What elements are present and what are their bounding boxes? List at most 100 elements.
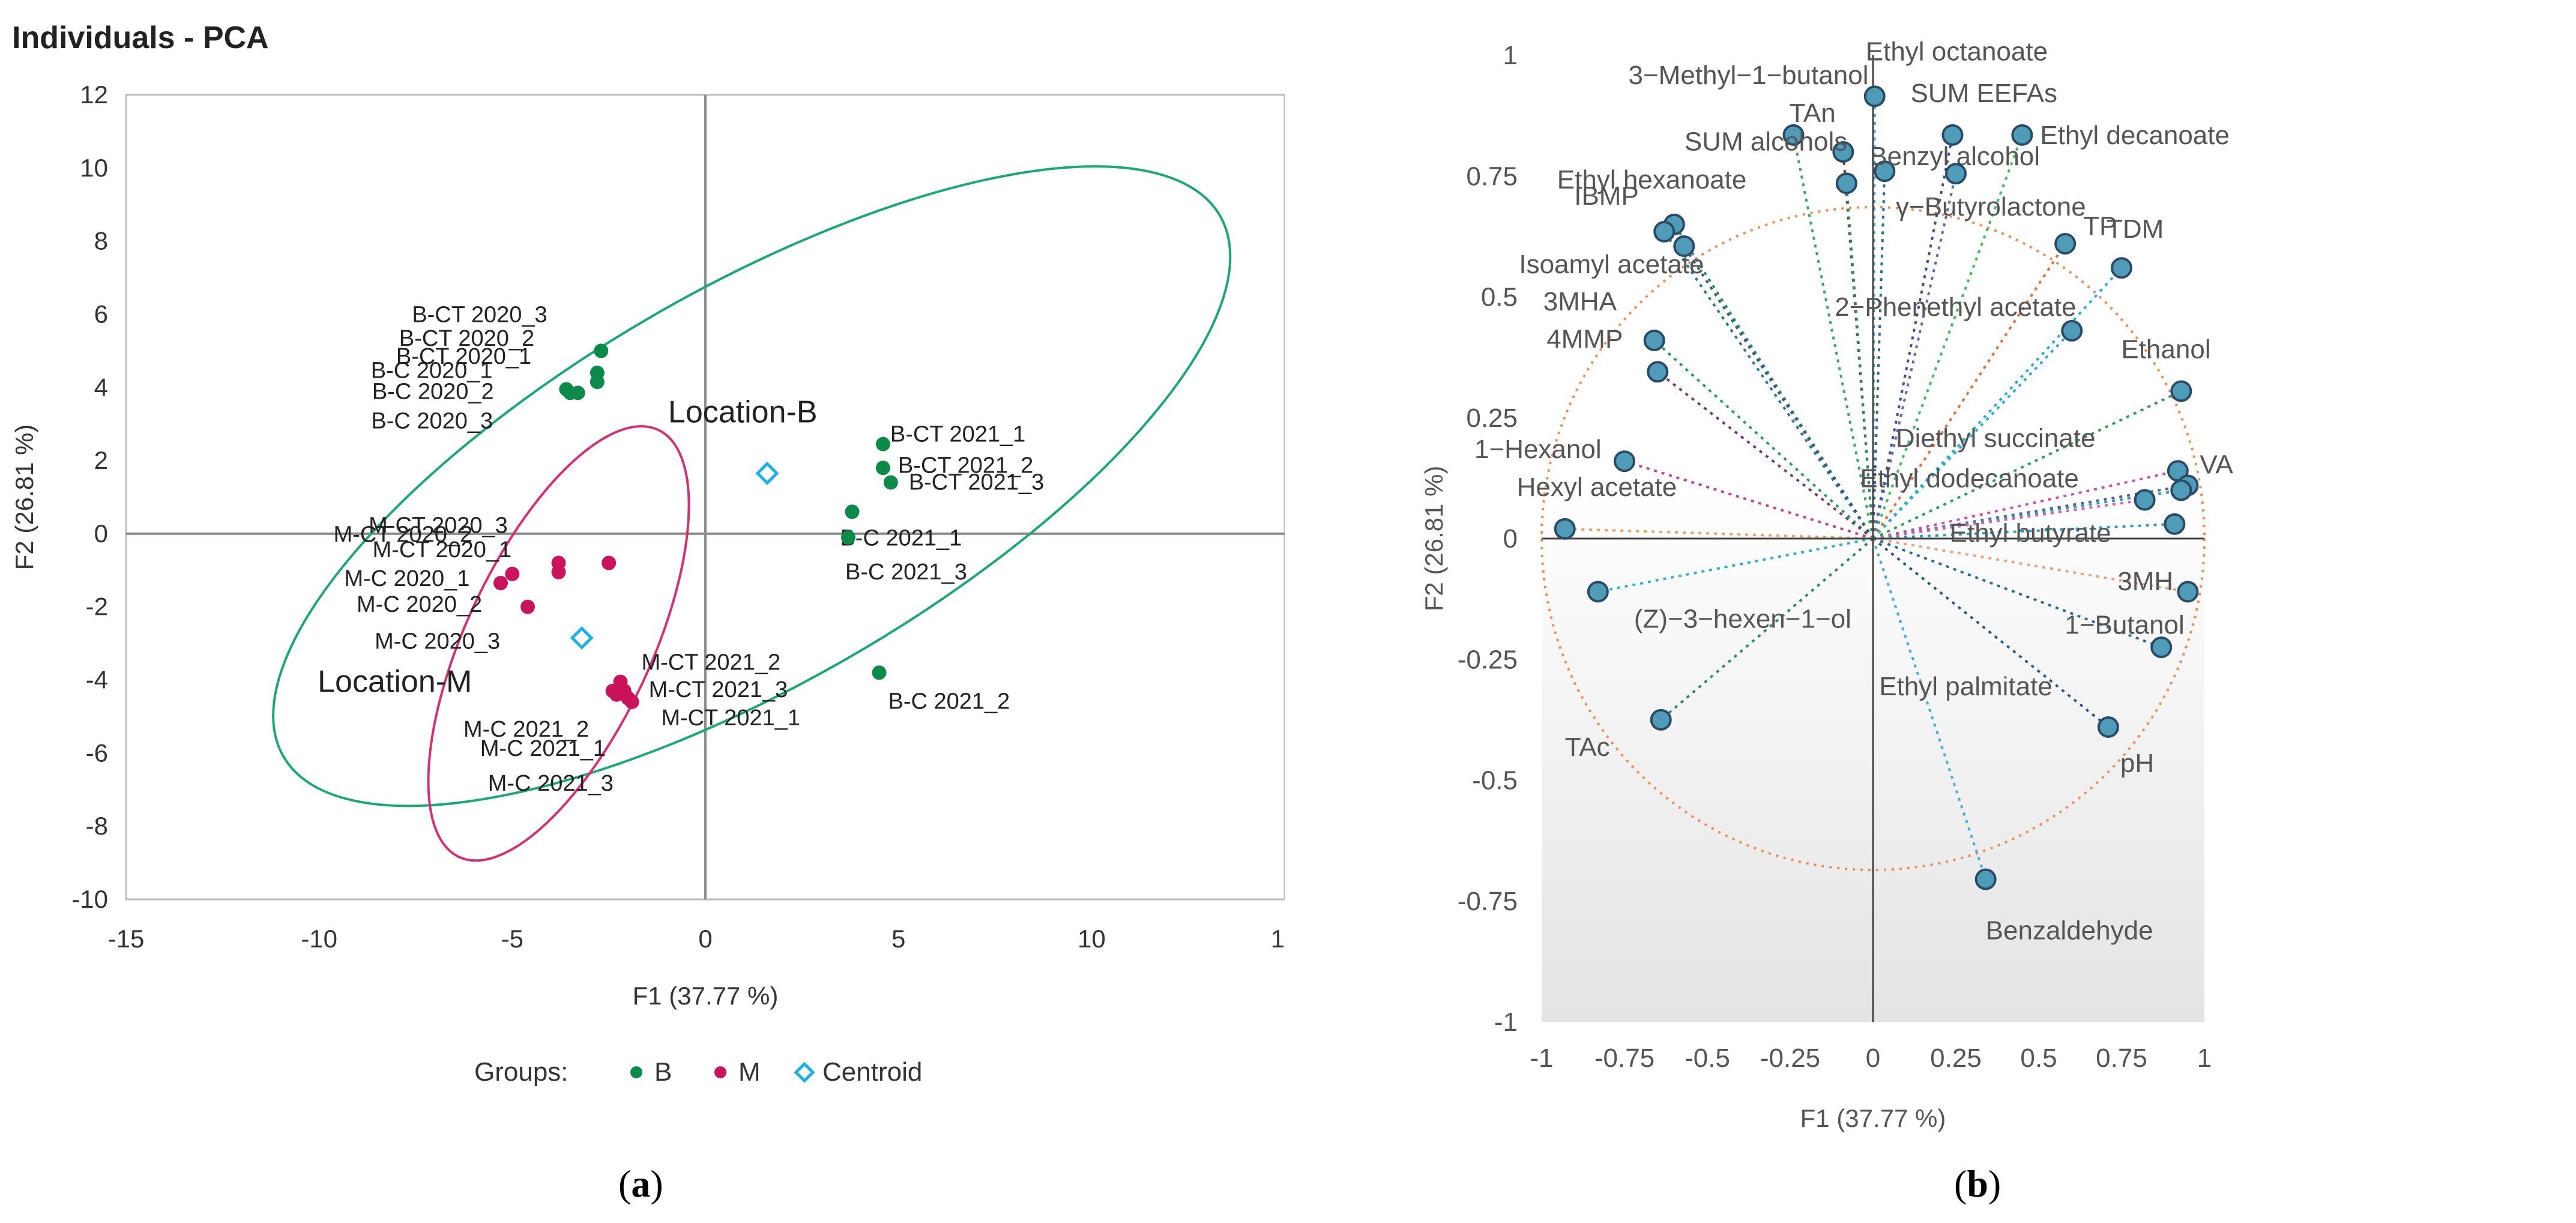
y-tick-label: -1 bbox=[1494, 1007, 1518, 1037]
loading-vector bbox=[1872, 522, 2175, 540]
panel-label-a: (a) bbox=[618, 1162, 663, 1205]
data-point-b bbox=[559, 382, 574, 397]
variable-label: TDM bbox=[2107, 214, 2164, 244]
variable-label: SUM alcohols bbox=[1685, 127, 1847, 156]
point-label: B-C 2020_3 bbox=[371, 408, 493, 433]
centroid-label: Location-M bbox=[318, 665, 472, 699]
variable-point bbox=[1974, 868, 1997, 890]
y-tick-label: -0.5 bbox=[1472, 766, 1518, 796]
centroid-marker bbox=[755, 461, 779, 485]
data-point-b bbox=[845, 504, 860, 519]
variable-point bbox=[1782, 124, 1805, 146]
variable-label: 1−Butanol bbox=[2065, 611, 2184, 640]
x-tick-label: -1 bbox=[1530, 1043, 1553, 1073]
variable-label: 3MH bbox=[2117, 567, 2173, 596]
x-tick-label: 0.25 bbox=[1930, 1043, 1982, 1073]
loading-vector bbox=[1872, 498, 2145, 540]
loading-vector bbox=[1872, 171, 1886, 539]
loading-vector bbox=[1872, 390, 2182, 540]
y-tick-label: 10 bbox=[80, 154, 108, 182]
x-tick-label: 0.5 bbox=[2020, 1043, 2057, 1073]
loading-vector bbox=[1792, 134, 1874, 539]
loading-vector bbox=[1872, 134, 2024, 539]
data-point-m bbox=[505, 566, 520, 581]
data-point-b bbox=[875, 461, 890, 476]
point-label: B-CT 2020_1 bbox=[396, 344, 531, 369]
variable-label: TP bbox=[2083, 211, 2117, 241]
data-point-m bbox=[617, 683, 632, 698]
point-label: B-C 2021_2 bbox=[888, 689, 1010, 714]
loading-vector bbox=[1872, 538, 1987, 880]
variable-point bbox=[2134, 489, 2156, 511]
variable-label: 2−Phenethyl acetate bbox=[1835, 292, 2076, 322]
variable-label: pH bbox=[2120, 749, 2154, 778]
variable-label: 4MMP bbox=[1546, 324, 1623, 354]
point-label: M-CT 2021_2 bbox=[641, 650, 780, 675]
y-tick-label: -6 bbox=[86, 738, 108, 767]
y-tick-label: 2 bbox=[94, 446, 108, 474]
y-tick-label: 8 bbox=[94, 227, 108, 255]
variable-label: 3−Methyl−1−butanol bbox=[1629, 61, 1869, 90]
y-tick-label: 0.75 bbox=[1466, 162, 1518, 191]
variable-point bbox=[1647, 361, 1669, 383]
variable-point bbox=[1650, 708, 1672, 731]
x-tick-label: 1 bbox=[2197, 1043, 2212, 1073]
point-label: B-CT 2020_2 bbox=[399, 326, 534, 351]
variable-point bbox=[1614, 450, 1635, 473]
variable-label: SUM EEFAs bbox=[1910, 79, 2057, 108]
point-label: M-CT 2021_1 bbox=[661, 705, 800, 731]
point-label: M-C 2020_2 bbox=[357, 592, 482, 617]
data-point-m bbox=[493, 576, 508, 591]
variable-label: Hexyl acetate bbox=[1517, 473, 1677, 502]
variable-label: Ethyl octanoate bbox=[1866, 37, 2048, 66]
x-tick-label: 5 bbox=[891, 925, 905, 953]
variable-point bbox=[1874, 160, 1896, 183]
variable-label: γ−Butyrolactone bbox=[1896, 192, 2086, 222]
legend-marker-b bbox=[630, 1066, 642, 1078]
legend-marker-m bbox=[714, 1066, 726, 1078]
variable-point bbox=[2054, 232, 2077, 255]
variable-point bbox=[1653, 220, 1676, 243]
x-tick-label: 10 bbox=[1078, 925, 1106, 953]
variable-point bbox=[2011, 124, 2033, 146]
y-tick-label: -10 bbox=[71, 885, 108, 913]
data-point-b bbox=[872, 665, 887, 680]
variable-point bbox=[2170, 380, 2192, 402]
data-point-m bbox=[520, 599, 535, 614]
point-label: M-CT 2020_3 bbox=[369, 513, 508, 539]
legend-label-m: M bbox=[738, 1057, 761, 1087]
x-tick-label: -0.25 bbox=[1760, 1043, 1820, 1073]
x-tick-label: -15 bbox=[108, 925, 145, 953]
chart-title: Individuals - PCA bbox=[12, 20, 269, 55]
pca-variables-chart: -1 -0.75 -0.5 -0.25 0 0.25 0.5 0.75 1 1 0.75 0.5 0.2… bbox=[1420, 37, 2233, 1132]
legend-label-b: B bbox=[654, 1057, 672, 1087]
variable-label: IBMP bbox=[1574, 181, 1639, 211]
loading-vector bbox=[1683, 245, 1874, 540]
variable-label: Ethanol bbox=[2121, 334, 2210, 364]
loading-vector bbox=[1845, 183, 1874, 539]
loading-vector bbox=[1872, 489, 2182, 540]
data-point-m bbox=[624, 695, 639, 710]
point-label: B-C 2020_2 bbox=[372, 379, 494, 404]
variable-label: VA bbox=[2200, 450, 2233, 479]
point-label: M-CT 2020_2 bbox=[334, 522, 473, 548]
loading-vector bbox=[1872, 470, 2179, 540]
point-label: M-C 2021_2 bbox=[463, 717, 589, 742]
variable-point bbox=[2150, 636, 2173, 659]
variable-label: TAn bbox=[1789, 98, 1835, 128]
x-tick-label: -5 bbox=[501, 925, 523, 953]
variable-point bbox=[1941, 124, 1964, 146]
y-tick-label: -8 bbox=[86, 812, 108, 840]
variable-label: TAc bbox=[1565, 732, 1610, 762]
variable-label: Ethyl dodecanoate bbox=[1860, 464, 2079, 494]
ellipse-location-b bbox=[272, 165, 1232, 808]
variable-label: Ethyl butyrate bbox=[1950, 519, 2111, 548]
x-tick-label: -0.5 bbox=[1685, 1043, 1730, 1073]
y-axis-label: F2 (26.81 %) bbox=[10, 424, 38, 570]
legend-marker-centroid bbox=[794, 1061, 815, 1083]
point-label: M-CT 2021_3 bbox=[649, 677, 788, 702]
x-tick-label: -0.75 bbox=[1594, 1043, 1654, 1073]
variable-label: Diethyl succinate bbox=[1896, 423, 2096, 453]
variable-label: Ethyl palmitate bbox=[1879, 672, 2053, 701]
variable-point bbox=[1863, 85, 1886, 107]
